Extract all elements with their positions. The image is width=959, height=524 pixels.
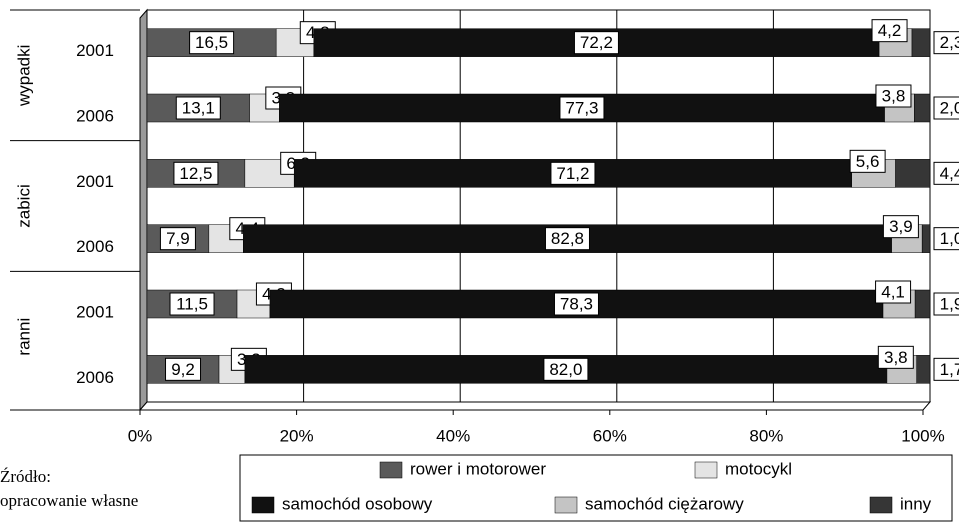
label-box — [933, 161, 959, 185]
data-label: 3,9 — [889, 217, 913, 236]
data-label: 3,8 — [884, 348, 908, 367]
label-box — [169, 292, 215, 316]
data-label: 2,3 — [940, 33, 959, 52]
x-tick-label: 0% — [128, 426, 153, 445]
label-box — [871, 19, 908, 43]
bar-segment — [914, 93, 931, 123]
label-box — [882, 215, 919, 239]
label-box — [573, 31, 619, 55]
label-box — [543, 357, 589, 381]
label-box — [553, 292, 599, 316]
label-box — [173, 161, 219, 185]
label-box — [933, 96, 959, 120]
x-tick-label: 100% — [901, 426, 944, 445]
group-label: ranni — [14, 318, 33, 356]
label-box — [875, 280, 912, 304]
x-tick-label: 40% — [436, 426, 470, 445]
data-label: 4,1 — [881, 282, 905, 301]
data-label: 7,9 — [166, 229, 190, 248]
data-label: 82,0 — [549, 360, 582, 379]
label-box — [559, 96, 605, 120]
legend-swatch — [694, 461, 718, 479]
y-tick-label: 2006 — [76, 106, 114, 125]
data-label: 77,3 — [565, 98, 598, 117]
label-box — [933, 292, 959, 316]
bar-segment — [895, 159, 931, 188]
label-box — [159, 227, 196, 251]
data-label: 1,0 — [940, 229, 959, 248]
data-label: 11,5 — [176, 294, 208, 313]
group-label: zabici — [14, 184, 33, 227]
label-box — [550, 161, 596, 185]
bar-segment — [914, 289, 931, 319]
bar-segment — [916, 355, 931, 384]
plot-area — [146, 9, 931, 403]
label-box — [933, 357, 959, 381]
label-box — [544, 227, 590, 251]
label-box — [875, 84, 912, 108]
floor — [138, 401, 932, 411]
group-label: wypadki — [14, 45, 33, 107]
data-label: 78,3 — [560, 294, 593, 313]
x-tick-label: 20% — [280, 426, 314, 445]
data-label: 1,7 — [940, 360, 959, 379]
side-wall — [139, 8, 148, 412]
label-box — [877, 345, 914, 369]
data-label: 9,2 — [171, 360, 195, 379]
y-tick-label: 2001 — [76, 172, 114, 191]
data-label: 4,2 — [878, 21, 902, 40]
data-label: 71,2 — [556, 164, 589, 183]
label-box — [165, 357, 202, 381]
label-box — [933, 227, 959, 251]
data-label: 2,0 — [940, 98, 959, 117]
data-label: 13,1 — [182, 98, 215, 117]
legend-label: rower i motorower — [410, 459, 546, 478]
x-tick-label: 60% — [593, 426, 627, 445]
source-line: opracowanie własne — [0, 491, 138, 510]
legend-label: motocykl — [725, 459, 792, 478]
y-tick-label: 2001 — [76, 302, 114, 321]
data-label: 4,4 — [940, 164, 959, 183]
label-box — [849, 149, 886, 173]
y-tick-label: 2006 — [76, 237, 114, 256]
y-tick-label: 2006 — [76, 368, 114, 387]
legend-label: samochód ciężarowy — [585, 494, 744, 513]
label-box — [933, 31, 959, 55]
data-label: 1,9 — [940, 294, 959, 313]
source-line: Źródło: — [0, 467, 51, 486]
data-label: 16,5 — [195, 33, 228, 52]
x-tick-label: 80% — [749, 426, 783, 445]
data-label: 5,6 — [856, 152, 880, 171]
data-label: 3,8 — [882, 86, 906, 105]
data-label: 82,8 — [551, 229, 584, 248]
legend-swatch — [554, 496, 578, 514]
legend-swatch — [869, 496, 893, 514]
data-label: 12,5 — [179, 164, 212, 183]
label-box — [189, 31, 235, 55]
label-box — [175, 96, 221, 120]
legend-box — [239, 454, 953, 522]
bar-segment — [911, 28, 931, 57]
legend-swatch — [379, 461, 403, 479]
bar-segment — [921, 224, 931, 253]
legend-swatch — [251, 496, 275, 514]
y-tick-label: 2001 — [76, 41, 114, 60]
legend-label: inny — [900, 494, 932, 513]
legend-label: samochód osobowy — [282, 494, 433, 513]
data-label: 72,2 — [580, 33, 613, 52]
